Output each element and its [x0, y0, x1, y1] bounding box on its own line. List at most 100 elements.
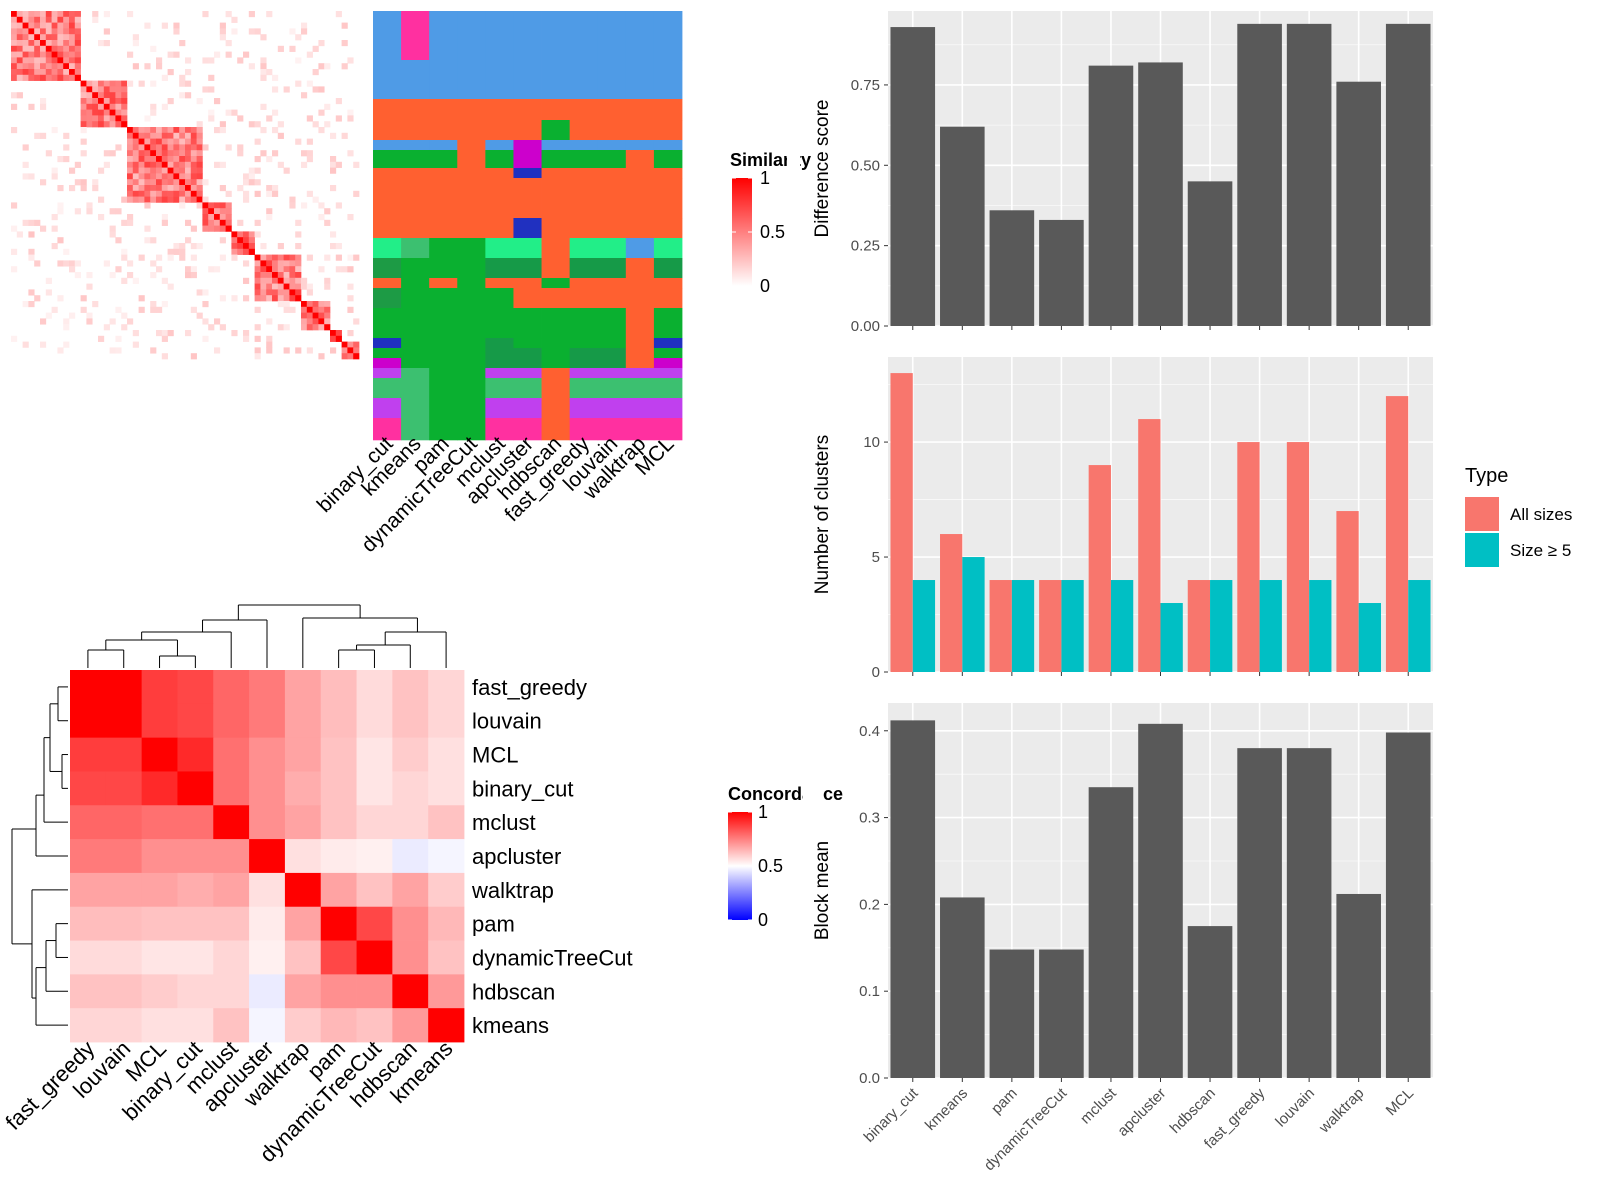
similarity-cell — [63, 11, 70, 18]
similarity-cell — [161, 173, 168, 180]
bar — [1408, 580, 1431, 672]
similarity-cell — [202, 335, 209, 342]
similarity-cell — [40, 51, 47, 58]
similarity-cell — [219, 208, 226, 215]
similarity-cell — [103, 28, 110, 35]
similarity-cell — [167, 69, 174, 76]
concordance-cell — [249, 771, 286, 806]
bar — [890, 373, 913, 672]
assignment-cell — [653, 258, 683, 279]
similarity-cell — [167, 196, 174, 203]
similarity-cell — [324, 219, 331, 226]
similarity-cell — [57, 34, 64, 41]
similarity-cell — [121, 92, 128, 99]
concordance-cell — [284, 872, 322, 908]
similarity-cell — [109, 121, 116, 128]
similarity-cell — [92, 11, 99, 18]
similarity-cell — [260, 266, 267, 273]
similarity-cell — [144, 132, 151, 139]
assignment-cell — [373, 368, 402, 379]
similarity-cell — [63, 22, 70, 29]
similarity-cell — [98, 167, 105, 174]
concordance-cell — [284, 974, 322, 1009]
similarity-cell — [272, 127, 279, 134]
similarity-cell — [272, 295, 279, 302]
similarity-cell — [45, 16, 52, 23]
bar — [1187, 926, 1233, 1078]
assignment-cell — [401, 60, 430, 100]
similarity-cell — [248, 173, 255, 180]
similarity-cell — [277, 254, 284, 261]
similarity-cell — [86, 121, 93, 128]
similarity-cell — [161, 22, 168, 29]
similarity-cell — [266, 156, 273, 163]
similarity-cell — [266, 295, 273, 302]
similarity-cell — [115, 306, 122, 313]
similarity-cell — [185, 144, 192, 151]
similarity-cell — [225, 109, 232, 116]
similarity-cell — [63, 40, 70, 47]
similarity-cell — [185, 156, 192, 163]
similarity-cell — [138, 138, 145, 145]
similarity-cell — [150, 306, 157, 313]
similarity-cell — [190, 179, 197, 186]
similarity-cell — [335, 202, 342, 209]
similarity-cell — [266, 266, 273, 273]
similarity-cell — [318, 353, 325, 360]
similarity-cell — [306, 138, 313, 145]
similarity-cell — [173, 144, 180, 151]
similarity-cell — [103, 260, 110, 267]
similarity-cell — [74, 161, 81, 168]
similarity-cell — [295, 283, 302, 290]
similarity-cell — [179, 92, 186, 99]
similarity-cell — [196, 127, 203, 134]
similarity-cell — [138, 150, 145, 157]
similarity-cell — [40, 22, 47, 29]
similarity-cell — [214, 98, 221, 105]
similarity-cell — [179, 185, 186, 192]
similarity-cell — [237, 150, 244, 157]
similarity-cell — [289, 196, 296, 203]
similarity-cell — [45, 277, 52, 284]
concordance-cell — [249, 940, 286, 975]
similarity-cell — [306, 254, 313, 261]
y-axis-title: Block mean — [812, 841, 833, 940]
bar — [1286, 748, 1332, 1078]
assignment-cell — [485, 60, 514, 100]
similarity-cell — [109, 225, 116, 232]
assignment-cell — [653, 348, 683, 359]
assignment-cell — [625, 218, 655, 239]
similarity-cell — [115, 109, 122, 116]
similarity-cell — [196, 144, 203, 151]
similarity-cell — [295, 277, 302, 284]
similarity-cell — [214, 202, 221, 209]
similarity-cell — [45, 34, 52, 41]
similarity-cell — [237, 231, 244, 238]
similarity-cell — [150, 45, 157, 52]
similarity-cell — [40, 318, 47, 325]
similarity-cell — [11, 248, 18, 255]
bar — [1138, 419, 1161, 672]
similarity-cell — [11, 92, 18, 99]
assignment-cell — [513, 238, 542, 259]
similarity-cell — [330, 161, 337, 168]
similarity-cell — [347, 109, 354, 116]
similarity-cell — [254, 190, 261, 197]
assignment-cell — [457, 150, 486, 169]
similarity-cell — [34, 28, 41, 35]
similarity-cell — [63, 63, 70, 70]
concordance-cell — [177, 974, 214, 1009]
concordance-cell — [105, 906, 143, 941]
concordance-cell — [141, 974, 178, 1009]
assignment-cell — [373, 99, 402, 121]
assignment-cell — [597, 338, 627, 349]
similarity-cell — [277, 45, 284, 52]
similarity-cell — [28, 231, 35, 238]
similarity-cell — [92, 301, 99, 308]
similarity-cell — [127, 173, 134, 180]
similarity-cell — [248, 237, 255, 244]
assignment-cell — [597, 378, 627, 399]
similarity-cell — [341, 22, 348, 29]
similarity-cell — [196, 156, 203, 163]
similarity-cell — [283, 324, 290, 331]
